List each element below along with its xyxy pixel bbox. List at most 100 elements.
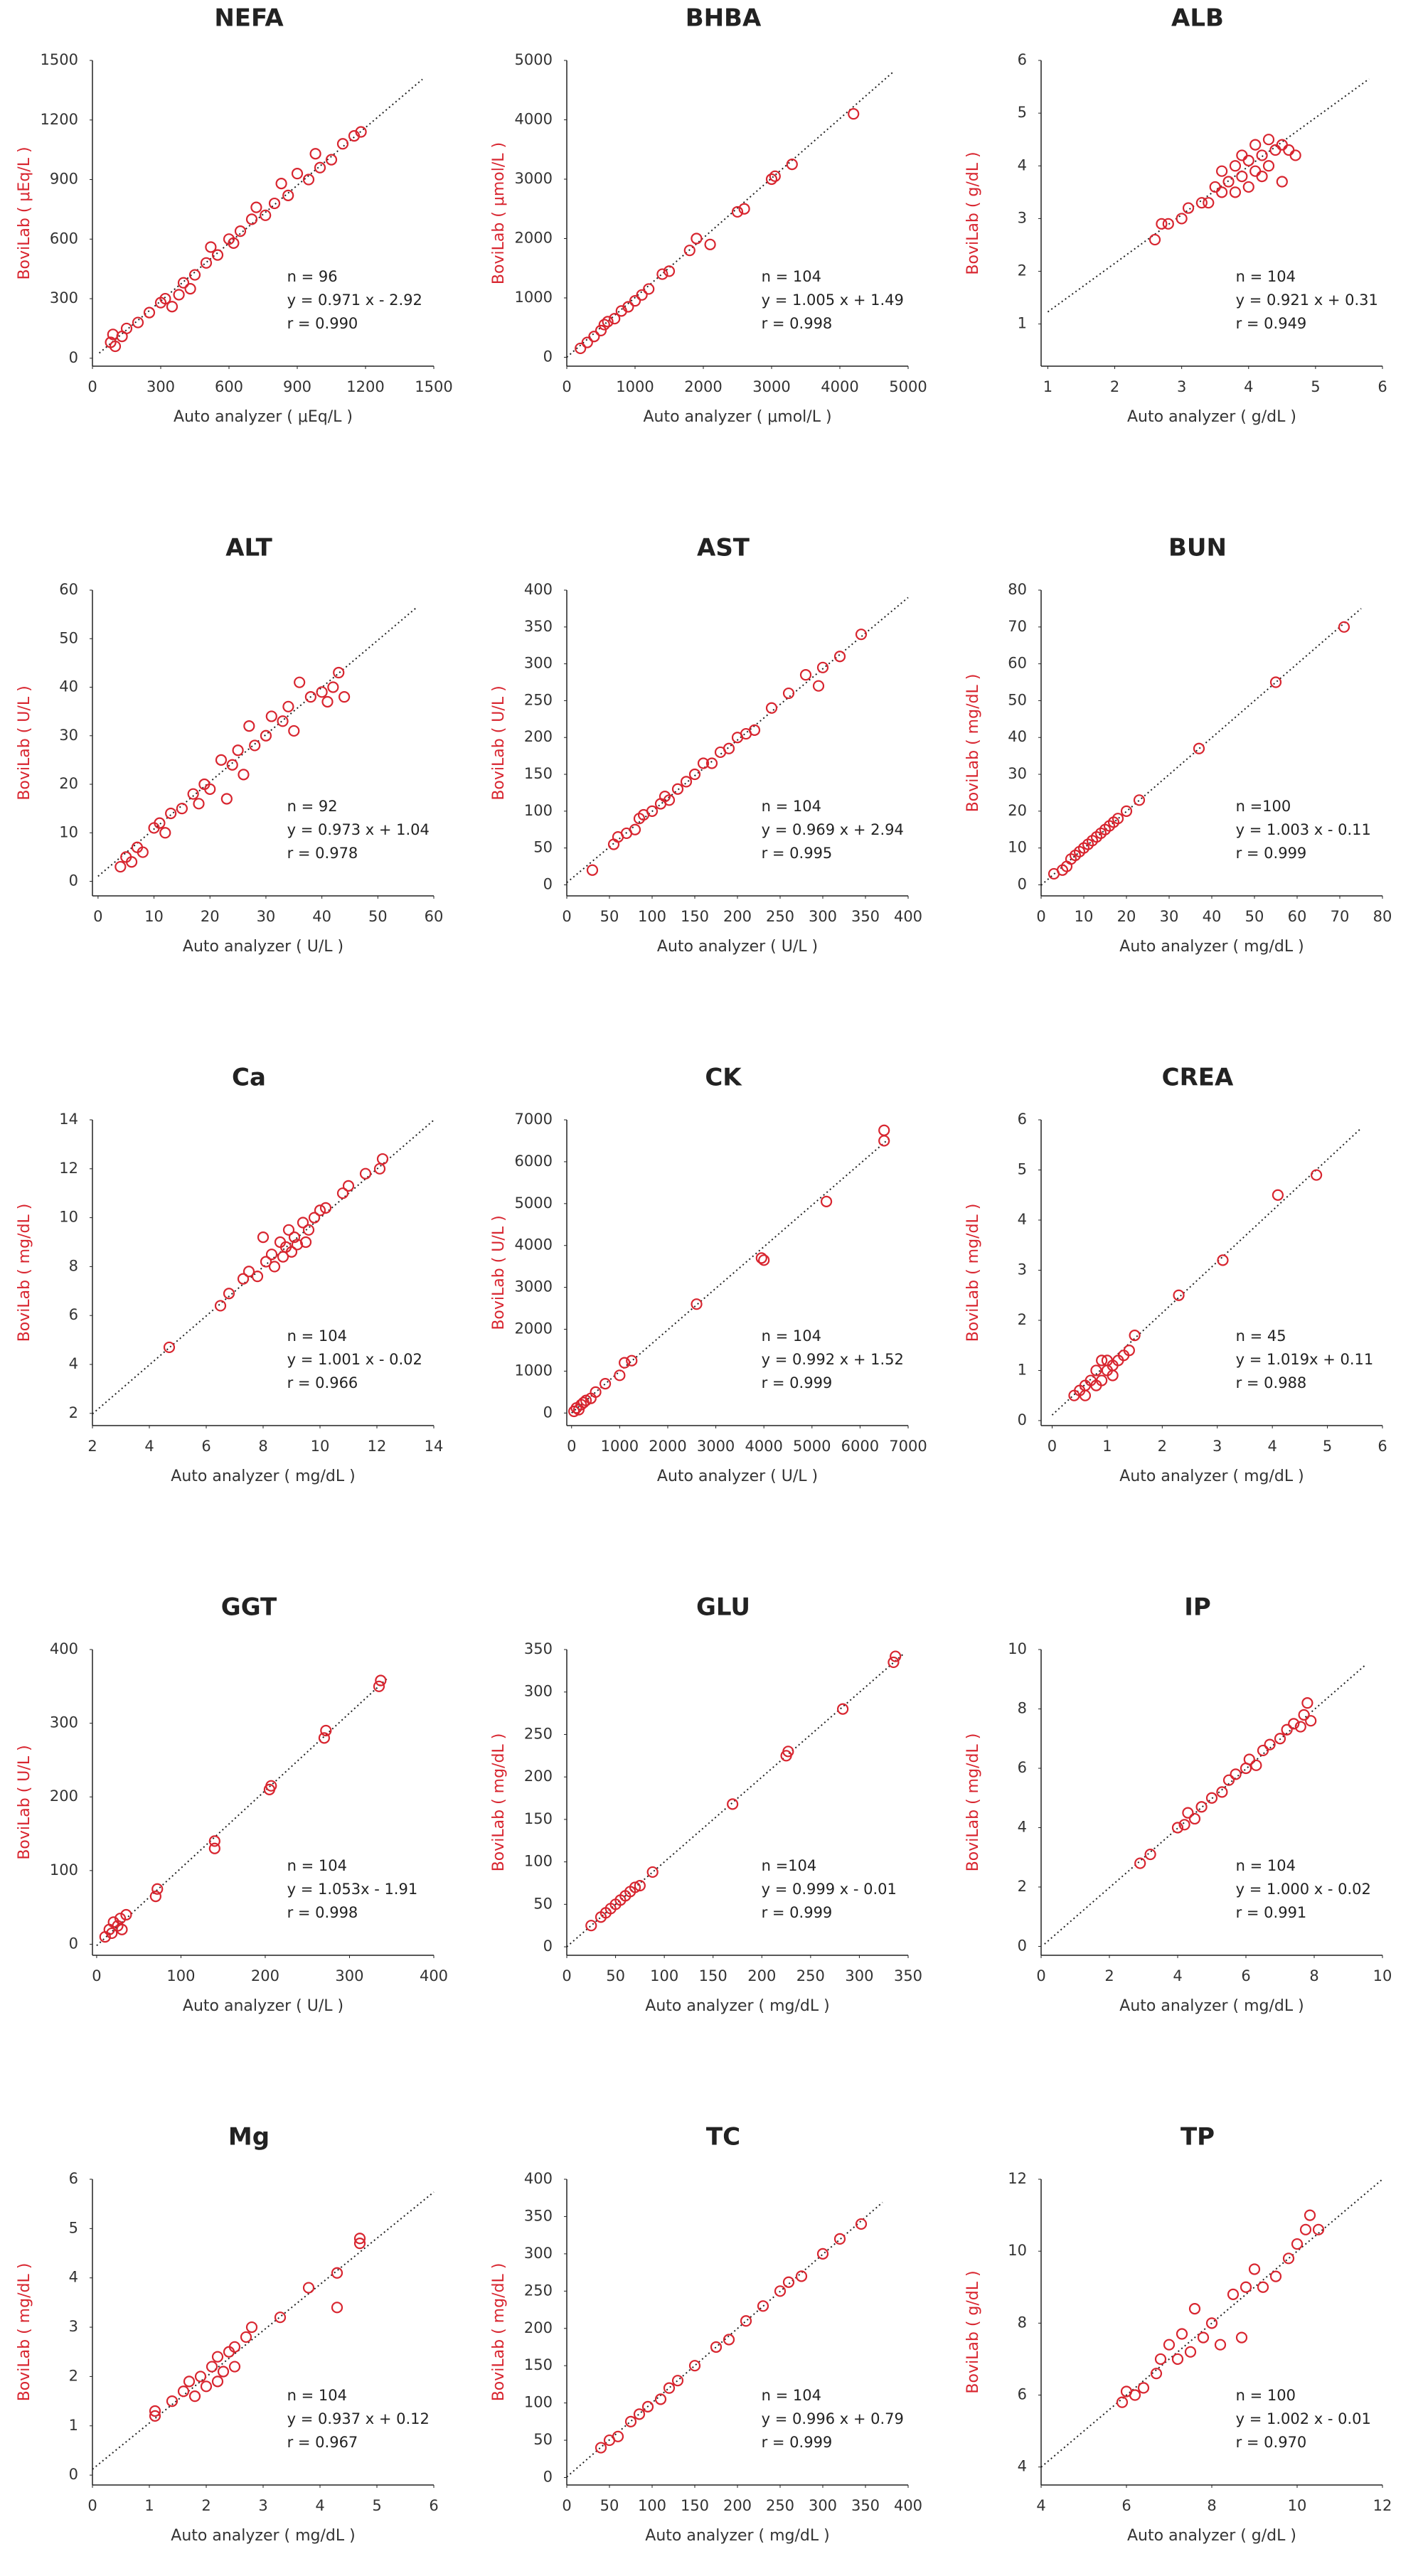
data-point	[331, 2267, 343, 2279]
data-point	[1134, 1857, 1146, 1869]
data-point	[200, 257, 213, 269]
data-point	[120, 1908, 132, 1921]
data-point	[336, 138, 349, 150]
data-point	[1156, 218, 1168, 230]
data-point	[177, 2385, 190, 2398]
data-point	[755, 1252, 767, 1264]
x-tick-label: 100	[638, 2497, 666, 2514]
y-tick-label: 14	[59, 1111, 78, 1128]
y-tick-label: 6000	[515, 1153, 553, 1170]
x-tick-label: 2	[201, 2497, 210, 2514]
chart-title: GGT	[221, 1593, 277, 1622]
data-point	[1299, 2223, 1312, 2235]
x-tick-label: 1	[1102, 1438, 1112, 1455]
y-tick-label: 20	[1008, 802, 1027, 819]
data-point	[765, 702, 778, 714]
data-point	[654, 2393, 667, 2405]
chart-panel: 0 100 200 300 400 0 100 200 300 400 n = 104 y = 1.0…	[16, 1593, 448, 2016]
x-tick-label: 0	[562, 378, 571, 395]
trendline	[96, 1677, 388, 1947]
y-tick-label: 2	[1018, 262, 1027, 279]
x-tick-label: 300	[809, 908, 837, 925]
data-point	[173, 289, 185, 301]
y-tick-label: 400	[524, 2170, 553, 2187]
data-point	[1148, 233, 1161, 246]
y-axis-label: BoviLab ( μmol/L )	[490, 142, 508, 284]
stat-text: r = 0.998	[287, 1904, 358, 1921]
data-point	[318, 1732, 331, 1744]
data-point	[194, 2371, 207, 2383]
x-tick-label: 600	[215, 378, 243, 395]
data-point	[1294, 1721, 1306, 1733]
data-point	[238, 769, 250, 781]
y-tick-label: 60	[1008, 655, 1027, 672]
y-tick-label: 3	[1018, 1261, 1027, 1278]
data-point	[1257, 1744, 1269, 1757]
data-point	[723, 2334, 735, 2346]
data-point	[143, 306, 156, 319]
data-point	[769, 170, 781, 182]
trendline	[566, 597, 909, 884]
y-tick-label: 1500	[41, 51, 78, 68]
stat-text: n = 104	[762, 268, 821, 285]
x-tick-label: 6	[1121, 2497, 1131, 2514]
stat-text: y = 0.921 x + 0.31	[1236, 292, 1378, 309]
y-tick-label: 10	[59, 1209, 78, 1226]
data-point	[816, 2248, 829, 2260]
y-tick-label: 1200	[41, 111, 78, 128]
data-point	[1243, 1753, 1255, 1765]
y-tick-label: 5	[1018, 104, 1027, 121]
x-tick-label: 10	[311, 1438, 330, 1455]
data-point	[137, 846, 149, 858]
data-point	[633, 2408, 646, 2420]
data-point	[1269, 676, 1282, 688]
data-point	[275, 178, 287, 190]
y-tick-label: 1	[1018, 315, 1027, 332]
x-axis-label: Auto analyzer ( g/dL )	[1127, 2527, 1296, 2545]
y-tick-label: 3	[69, 2318, 78, 2335]
data-point	[641, 2400, 654, 2412]
data-point	[302, 173, 315, 186]
y-tick-label: 250	[524, 1725, 553, 1742]
data-point	[1216, 165, 1228, 177]
chart-title: NEFA	[214, 4, 284, 33]
stat-text: y = 0.969 x + 2.94	[762, 821, 904, 838]
data-point	[265, 1249, 278, 1261]
y-tick-label: 12	[59, 1160, 78, 1177]
data-point	[774, 2285, 787, 2297]
data-point	[1216, 1786, 1228, 1798]
y-tick-label: 250	[524, 691, 553, 708]
data-point	[710, 2341, 723, 2353]
stat-text: n = 104	[762, 1327, 821, 1345]
x-tick-label: 40	[312, 908, 331, 925]
data-point	[1171, 1822, 1184, 1834]
data-point	[1310, 1169, 1323, 1181]
data-point	[243, 720, 255, 732]
data-point	[1188, 1812, 1201, 1825]
y-tick-label: 350	[524, 2207, 553, 2224]
y-tick-label: 20	[59, 775, 78, 792]
data-point	[1242, 181, 1254, 193]
stat-text: y = 0.996 x + 0.79	[762, 2410, 904, 2427]
data-point	[314, 1204, 326, 1217]
trendline	[92, 2191, 435, 2470]
data-point	[282, 1224, 295, 1236]
data-point	[795, 2270, 808, 2282]
data-point	[353, 2238, 366, 2250]
stat-text: r = 0.999	[1236, 845, 1307, 862]
stat-text: y = 1.003 x - 0.11	[1236, 821, 1371, 838]
data-point	[624, 2415, 637, 2427]
data-point	[629, 823, 641, 835]
data-point	[1120, 805, 1133, 817]
y-tick-label: 0	[543, 875, 553, 892]
stat-text: n = 104	[762, 798, 821, 815]
y-tick-label: 30	[59, 727, 78, 744]
x-tick-label: 400	[894, 908, 922, 925]
data-point	[1205, 1792, 1218, 1804]
data-point	[188, 269, 201, 281]
data-point	[211, 249, 224, 261]
x-axis-label: Auto analyzer ( μEq/L )	[174, 408, 353, 426]
chart-panel: 0 50 100 150 200 250 300 350 0 50 100 150 200 250 300 3…	[490, 1593, 922, 2016]
stat-text: r = 0.998	[762, 315, 833, 332]
